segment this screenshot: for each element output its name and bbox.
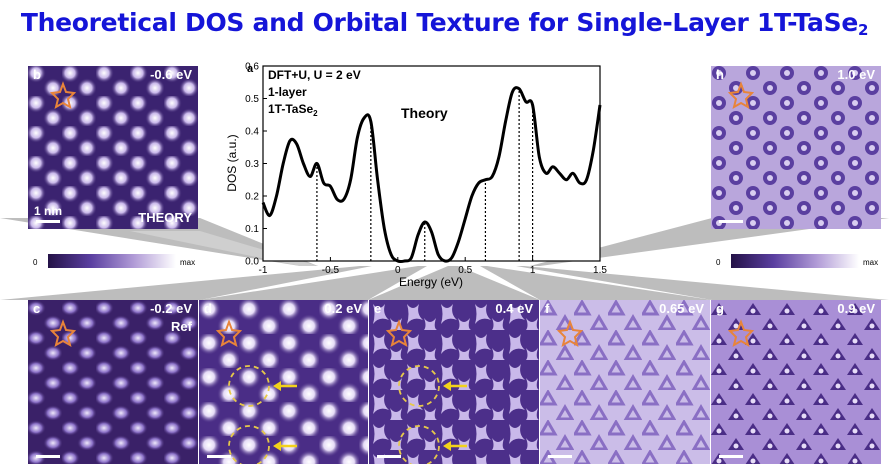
energy-label: 0.9 eV xyxy=(837,301,875,316)
highlight-circle xyxy=(398,425,440,464)
arrow-left-icon xyxy=(443,441,467,451)
highlight-circle xyxy=(228,365,270,407)
y-tick-label: 0.3 xyxy=(245,159,259,170)
y-tick-label: 0.4 xyxy=(245,127,259,138)
colorbar-max: max xyxy=(180,258,196,267)
scalebar xyxy=(207,455,231,458)
scalebar xyxy=(377,455,401,458)
scalebar xyxy=(719,455,743,458)
arrow-left-icon xyxy=(443,381,467,391)
star-of-david-icon xyxy=(556,319,584,348)
highlight-circle xyxy=(228,425,270,464)
star-of-david-icon xyxy=(49,81,77,110)
energy-label: 1.0 eV xyxy=(837,67,875,82)
panel-letter: d xyxy=(204,301,212,316)
panel-letter: g xyxy=(716,301,724,316)
colorbar-min-right: 0 xyxy=(716,258,721,267)
panel-letter: b xyxy=(33,67,41,82)
beam-h xyxy=(530,218,889,266)
arrow-left-icon xyxy=(273,441,297,451)
colorbar-left xyxy=(48,254,176,268)
panel-h: h 1.0 eV xyxy=(711,66,881,229)
panel-g: g 0.9 eV xyxy=(711,300,881,464)
panel-letter: f xyxy=(545,301,550,316)
annotation-line-3: 1T-TaSe2 xyxy=(268,102,318,118)
beam-g xyxy=(516,266,889,300)
ref-label: Ref xyxy=(171,319,192,334)
x-tick-label: 0 xyxy=(395,265,401,276)
y-tick-label: 0.1 xyxy=(245,224,259,235)
energy-label: 0.2 eV xyxy=(324,301,362,316)
dos-series-line xyxy=(261,86,602,264)
y-tick-label: 0.5 xyxy=(245,94,259,105)
panel-f: f 0.65 eV xyxy=(540,300,710,464)
scalebar-label: 1 nm xyxy=(34,204,63,218)
scalebar xyxy=(548,455,572,458)
theory-label: Theory xyxy=(401,105,448,121)
energy-label: -0.6 eV xyxy=(150,67,192,82)
y-tick-label: 0.6 xyxy=(245,62,259,73)
panel-d: d 0.2 eV xyxy=(199,300,368,464)
star-of-david-icon xyxy=(49,319,77,348)
scalebar xyxy=(36,220,60,223)
beam-f xyxy=(480,266,712,300)
figure-title: Theoretical DOS and Orbital Texture for … xyxy=(20,8,869,39)
panel-letter: e xyxy=(374,301,382,316)
arrow-left-icon xyxy=(273,381,297,391)
x-tick-label: -0.5 xyxy=(322,265,340,276)
x-tick-label: 0.5 xyxy=(458,265,472,276)
x-tick-label: 1 xyxy=(530,265,536,276)
scalebar xyxy=(36,455,60,458)
energy-label: 0.4 eV xyxy=(495,301,533,316)
colorbar-right xyxy=(731,254,859,268)
star-of-david-icon xyxy=(727,81,755,110)
panel-letter-a: a xyxy=(247,63,254,75)
beam-e xyxy=(368,266,540,300)
star-of-david-icon xyxy=(385,319,413,348)
panel-b: b -0.6 eV 1 nm THEORY xyxy=(28,66,198,229)
energy-label: -0.2 eV xyxy=(150,301,192,316)
y-axis-label: DOS (a.u.) xyxy=(225,134,239,191)
beam-b xyxy=(0,218,318,266)
star-of-david-icon xyxy=(727,319,755,348)
beam-d xyxy=(199,266,427,300)
highlight-circle xyxy=(398,365,440,407)
panel-letter: c xyxy=(33,301,41,316)
panel-e: e 0.4 eV xyxy=(369,300,539,464)
x-tick-label: 1.5 xyxy=(593,265,607,276)
colorbar-max-right: max xyxy=(863,258,879,267)
beam-c xyxy=(0,266,372,300)
energy-label: 0.65 eV xyxy=(659,301,704,316)
x-axis-label: Energy (eV) xyxy=(399,275,463,289)
star-of-david-icon xyxy=(215,319,243,348)
theory-label: THEORY xyxy=(138,210,192,225)
annotation-line-2: 1-layer xyxy=(268,85,307,99)
y-tick-label: 0.2 xyxy=(245,192,259,203)
panel-letter: h xyxy=(716,67,724,82)
x-tick-label: -1 xyxy=(259,265,268,276)
annotation-line-1: DFT+U, U = 2 eV xyxy=(268,68,361,82)
scalebar xyxy=(719,220,743,223)
panel-c: c -0.2 eV Ref xyxy=(28,300,198,464)
y-tick-label: 0.0 xyxy=(245,257,259,268)
colorbar-min: 0 xyxy=(33,258,38,267)
